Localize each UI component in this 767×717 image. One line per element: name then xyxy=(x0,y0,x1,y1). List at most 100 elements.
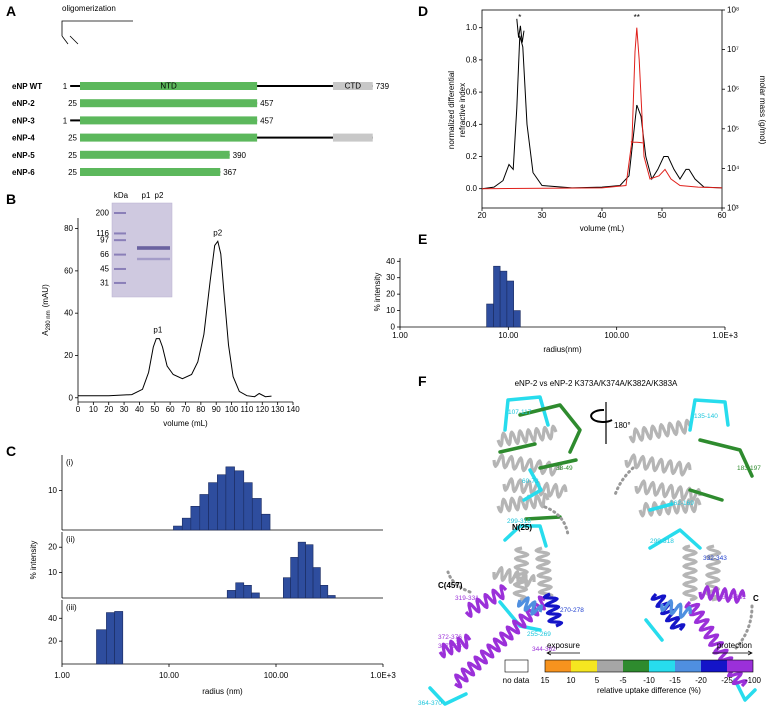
residue-label: 135-140 xyxy=(694,413,718,420)
residue-label: 332-343 xyxy=(703,555,727,562)
bracket xyxy=(61,35,79,45)
rotation-label: 180° xyxy=(614,421,631,430)
y-tick-label: 10⁵ xyxy=(727,124,739,133)
y-tick-label: 10³ xyxy=(727,204,739,213)
histogram-bar xyxy=(486,303,494,328)
loop xyxy=(428,686,468,706)
y-tick-label: 10 xyxy=(386,306,395,315)
histogram-bar xyxy=(290,557,299,599)
histogram-bar xyxy=(226,590,236,599)
y-title-part: 280 nm xyxy=(46,310,52,330)
peak-label: p1 xyxy=(153,326,162,335)
x-tick-label: 100.00 xyxy=(264,671,289,680)
x-tick-label: 1.00 xyxy=(392,331,408,340)
y-axis-title: % intensity xyxy=(373,273,382,312)
y-axis-title: A280 nm (mAU) xyxy=(41,284,52,336)
loop xyxy=(648,528,702,550)
helix xyxy=(496,492,550,514)
histogram-bar xyxy=(513,310,521,328)
marker-label: 45 xyxy=(100,264,109,273)
loop xyxy=(688,398,730,432)
x-tick-label: 30 xyxy=(120,405,129,414)
loop xyxy=(503,524,548,548)
x-tick-label: 60 xyxy=(718,211,727,220)
loop xyxy=(698,438,754,478)
histogram-bar xyxy=(199,494,209,531)
scale-frame xyxy=(544,659,754,673)
scale-tick-label: -15 xyxy=(669,676,681,685)
peak-annotation: ** xyxy=(634,13,640,22)
x-tick-label: 1.0E+3 xyxy=(370,671,396,680)
y-tick-label: 10⁴ xyxy=(727,164,740,173)
residue-start: 25 xyxy=(68,151,77,160)
marker-band xyxy=(114,212,126,214)
y-axis-title: normalized differential xyxy=(447,71,456,149)
x-tick-label: 70 xyxy=(181,405,190,414)
loop xyxy=(503,395,550,432)
scale-tick-label: -20 xyxy=(695,676,707,685)
scale-box xyxy=(623,660,649,672)
x-tick-label: 90 xyxy=(212,405,221,414)
ctd-bar xyxy=(332,82,373,90)
helix xyxy=(534,546,554,600)
x-axis-title: radius(nm) xyxy=(543,345,582,354)
sample-band xyxy=(137,257,170,261)
chart-tag: (i) xyxy=(66,458,73,467)
y-tick-label: 0 xyxy=(391,323,396,332)
x-tick-label: 50 xyxy=(150,405,159,414)
rotate-arrow xyxy=(590,408,613,423)
histogram-bar xyxy=(506,280,514,328)
panel-letter: D xyxy=(418,3,428,19)
domain-label: NTD xyxy=(160,82,177,91)
scale-tick-label: 10 xyxy=(567,676,576,685)
panel-letter: F xyxy=(418,373,427,389)
loop xyxy=(644,618,664,642)
x-tick-label: 60 xyxy=(166,405,175,414)
residue-label: 255-269 xyxy=(527,631,551,638)
ntd-bar xyxy=(80,99,258,108)
construct-name: eNP-3 xyxy=(12,116,35,125)
disordered-tail xyxy=(446,570,472,594)
structure xyxy=(428,395,757,706)
helix xyxy=(542,592,564,628)
y-tick-label: 10⁷ xyxy=(727,45,739,54)
histogram-bar xyxy=(243,585,252,599)
scale-tick-label: 5 xyxy=(595,676,600,685)
helix xyxy=(660,599,692,619)
helix xyxy=(517,596,543,616)
residue-label: 319-331 xyxy=(722,594,746,601)
residue-label: 344-362 xyxy=(532,646,556,653)
domain-label: CTD xyxy=(345,82,362,91)
helix xyxy=(682,544,698,602)
x-axis-title: volume (mL) xyxy=(163,419,208,428)
y-tick-label: 40 xyxy=(48,614,57,623)
x-tick-label: 80 xyxy=(196,405,205,414)
histogram-bar xyxy=(282,577,291,599)
y-tick-label: 20 xyxy=(64,351,73,360)
arrow xyxy=(546,650,580,656)
residue-end: 739 xyxy=(376,82,390,91)
terminus-label: C xyxy=(753,594,759,603)
y-tick-label: 10⁸ xyxy=(727,6,739,15)
histogram-bar xyxy=(312,567,321,599)
residue-label: 299-318 xyxy=(507,518,531,525)
x-tick-label: 130 xyxy=(271,405,285,414)
y-axis-title: refractive index xyxy=(458,83,467,137)
scale-box xyxy=(571,660,597,672)
x-tick-label: 1.00 xyxy=(54,671,70,680)
panel-letter: C xyxy=(6,443,16,459)
x-tick-label: 120 xyxy=(256,405,270,414)
construct-name: eNP-6 xyxy=(12,168,35,177)
histogram-bar xyxy=(305,544,314,599)
residue-start: 25 xyxy=(68,134,77,143)
x-tick-label: 30 xyxy=(538,211,547,220)
y-title-part: A xyxy=(41,330,50,336)
x-tick-label: 40 xyxy=(135,405,144,414)
helix xyxy=(628,418,692,444)
marker-label: 116 xyxy=(96,229,109,238)
histogram-bar xyxy=(499,270,508,328)
histogram-bar xyxy=(320,585,329,599)
histogram-bar xyxy=(217,474,227,531)
y-tick-label: 10⁶ xyxy=(727,85,739,94)
